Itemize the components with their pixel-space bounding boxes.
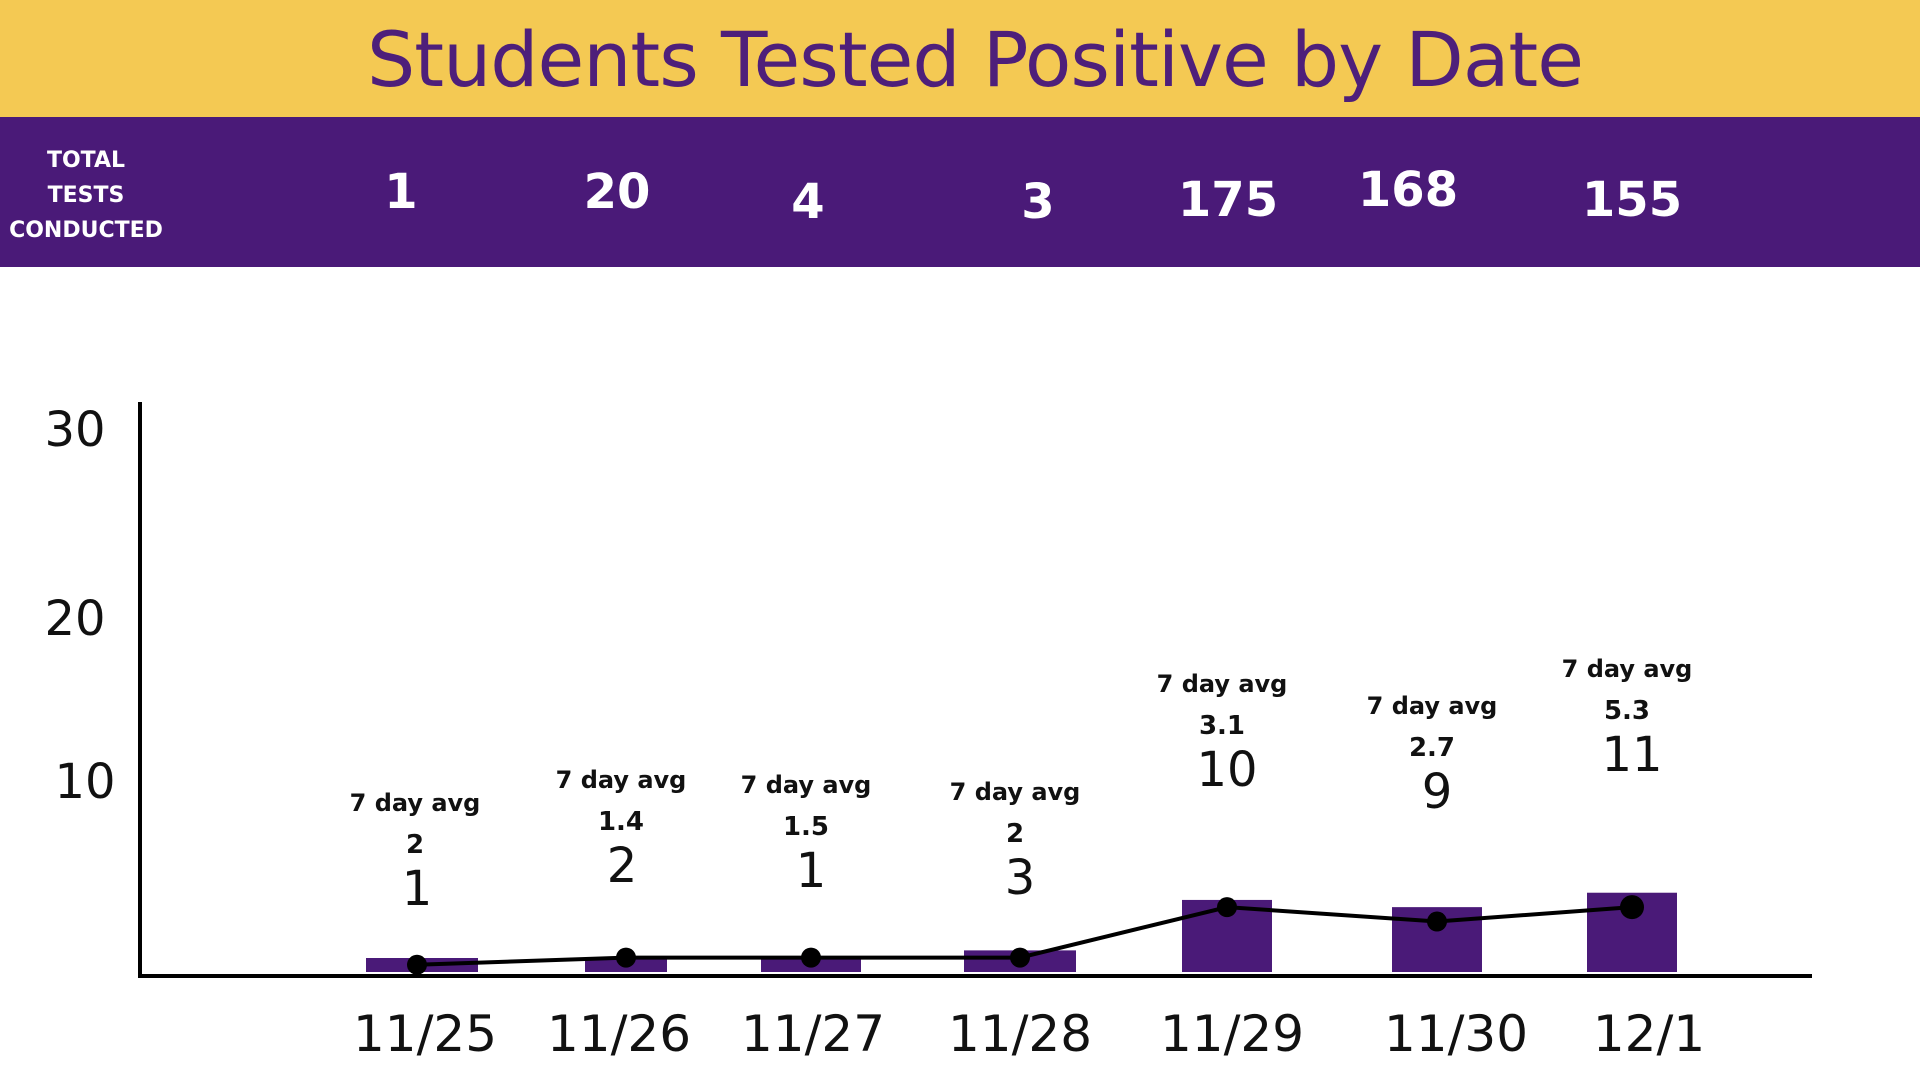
total-tests-label-line: CONDUCTED xyxy=(9,218,163,243)
avg-line-point xyxy=(1217,897,1237,918)
total-tests-label: TOTAL TESTS CONDUCTED xyxy=(0,143,172,248)
avg-caption-label: 7 day avg xyxy=(1562,655,1693,683)
bar-value-label: 1 xyxy=(402,861,433,917)
title-bar: Students Tested Positive by Date xyxy=(0,0,1920,117)
x-tick-label: 12/1 xyxy=(1593,1005,1705,1063)
x-tick-label: 11/30 xyxy=(1384,1005,1528,1063)
total-tests-value: 175 xyxy=(1177,172,1279,228)
avg-caption-label: 7 day avg xyxy=(1367,692,1498,720)
total-tests-value: 4 xyxy=(791,174,825,230)
avg-line-point xyxy=(801,947,821,968)
x-tick-label: 11/27 xyxy=(741,1005,885,1063)
total-tests-bar: TOTAL TESTS CONDUCTED 1 20 4 3 175 168 1… xyxy=(0,117,1920,267)
chart-area: 10 20 30 1 7 day avg 2 2 7 day avg 1.4 1 7 day avg… xyxy=(44,402,1812,1063)
avg-value-label: 1.4 xyxy=(598,807,644,837)
y-tick-label: 30 xyxy=(44,402,105,458)
x-tick-label: 11/28 xyxy=(948,1005,1092,1063)
bar-value-label: 9 xyxy=(1422,764,1453,820)
x-tick-label: 11/26 xyxy=(547,1005,691,1063)
total-tests-value: 1 xyxy=(384,164,418,220)
avg-value-label: 2 xyxy=(1006,819,1024,849)
total-tests-value: 3 xyxy=(1021,174,1055,230)
bar-value-label: 2 xyxy=(607,838,638,894)
avg-line-point xyxy=(616,947,636,968)
avg-caption-label: 7 day avg xyxy=(350,789,481,817)
total-tests-label-line: TOTAL xyxy=(46,148,126,173)
avg-value-label: 3.1 xyxy=(1199,711,1245,741)
avg-value-label: 5.3 xyxy=(1604,696,1650,726)
bar-value-label: 1 xyxy=(796,843,827,899)
avg-caption-label: 7 day avg xyxy=(556,766,687,794)
avg-line-point xyxy=(1427,911,1447,932)
avg-line-point xyxy=(1010,947,1030,968)
avg-line-point xyxy=(1620,895,1644,920)
y-tick-label: 10 xyxy=(54,754,115,810)
avg-value-label: 2.7 xyxy=(1409,733,1455,763)
y-tick-label: 20 xyxy=(44,591,105,647)
bar-value-label: 11 xyxy=(1601,727,1662,783)
avg-caption-label: 7 day avg xyxy=(741,771,872,799)
avg-caption-label: 7 day avg xyxy=(950,778,1081,806)
bar-value-label: 3 xyxy=(1005,850,1036,906)
total-tests-value: 20 xyxy=(583,164,651,220)
avg-caption-label: 7 day avg xyxy=(1157,670,1288,698)
chart-title: Students Tested Positive by Date xyxy=(367,15,1584,104)
total-tests-value: 155 xyxy=(1581,172,1683,228)
total-tests-value: 168 xyxy=(1357,162,1459,218)
avg-value-label: 1.5 xyxy=(783,812,829,842)
x-tick-label: 11/29 xyxy=(1160,1005,1304,1063)
avg-value-label: 2 xyxy=(406,830,424,860)
avg-line-point xyxy=(407,954,427,975)
bar-value-label: 10 xyxy=(1196,742,1257,798)
total-tests-label-line: TESTS xyxy=(47,183,125,208)
x-tick-label: 11/25 xyxy=(353,1005,497,1063)
